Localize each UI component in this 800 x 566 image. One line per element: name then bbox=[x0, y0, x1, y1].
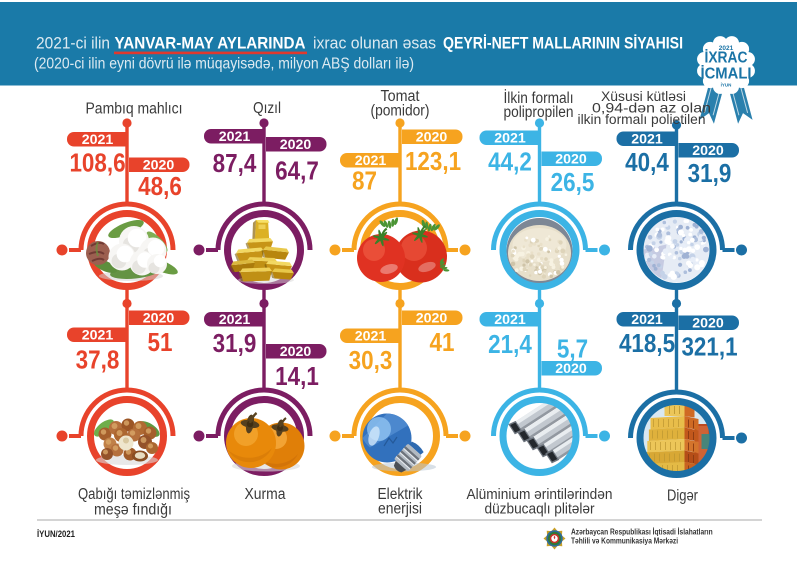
svg-text:2021: 2021 bbox=[494, 131, 526, 147]
svg-text:Digər: Digər bbox=[667, 488, 698, 505]
svg-text:İYUN/2021: İYUN/2021 bbox=[37, 529, 76, 540]
svg-text:87: 87 bbox=[352, 167, 377, 196]
svg-text:2021: 2021 bbox=[631, 132, 663, 148]
svg-text:87,4: 87,4 bbox=[213, 150, 257, 179]
svg-text:2020: 2020 bbox=[143, 158, 175, 174]
svg-text:2020: 2020 bbox=[143, 311, 175, 327]
svg-text:İXRAC: İXRAC bbox=[705, 50, 748, 67]
svg-text:Tomat: Tomat bbox=[381, 88, 421, 105]
svg-text:İlkin formalı: İlkin formalı bbox=[504, 89, 574, 107]
svg-text:2020: 2020 bbox=[555, 152, 587, 168]
svg-text:Pambıq mahlıcı: Pambıq mahlıcı bbox=[86, 101, 183, 118]
svg-text:meşə fındığı: meşə fındığı bbox=[94, 502, 172, 519]
svg-text:108,6: 108,6 bbox=[69, 149, 125, 178]
svg-text:Azərbaycan Respublikası İqtisa: Azərbaycan Respublikası İqtisadi İslahat… bbox=[571, 527, 713, 537]
svg-text:2020: 2020 bbox=[555, 361, 587, 377]
svg-text:Xurma: Xurma bbox=[245, 486, 286, 503]
svg-text:2021: 2021 bbox=[82, 328, 114, 344]
svg-text:Təhlili və Kommunikasiya Mərkə: Təhlili və Kommunikasiya Mərkəzi bbox=[571, 536, 678, 546]
svg-text:14,1: 14,1 bbox=[275, 363, 319, 392]
svg-text:2021: 2021 bbox=[82, 132, 114, 148]
svg-text:düzbucaqlı plitələr: düzbucaqlı plitələr bbox=[485, 501, 595, 518]
svg-text:2020: 2020 bbox=[692, 143, 724, 159]
svg-text:44,2: 44,2 bbox=[488, 148, 532, 177]
svg-text:QEYRİ-NEFT MALLARININ SİYAHISI: QEYRİ-NEFT MALLARININ SİYAHISI bbox=[443, 35, 683, 53]
svg-text:123,1: 123,1 bbox=[405, 148, 461, 177]
svg-text:YANVAR-MAY AYLARINDA: YANVAR-MAY AYLARINDA bbox=[115, 35, 306, 53]
svg-text:30,3: 30,3 bbox=[349, 347, 393, 376]
svg-text:(pomidor): (pomidor) bbox=[371, 103, 430, 120]
svg-text:Qızıl: Qızıl bbox=[253, 100, 281, 117]
svg-text:2021: 2021 bbox=[219, 312, 251, 328]
svg-text:2021: 2021 bbox=[631, 312, 663, 328]
svg-text:Qabığı təmizlənmiş: Qabığı təmizlənmiş bbox=[78, 486, 190, 503]
svg-text:321,1: 321,1 bbox=[681, 333, 737, 362]
svg-text:(2020-ci ilin eyni dövrü ilə m: (2020-ci ilin eyni dövrü ilə müqayisədə,… bbox=[34, 56, 414, 73]
svg-text:2021: 2021 bbox=[494, 312, 526, 328]
svg-text:2020: 2020 bbox=[280, 344, 312, 360]
svg-text:ilkin formalı polietilen: ilkin formalı polietilen bbox=[578, 111, 706, 127]
svg-text:51: 51 bbox=[148, 329, 173, 358]
svg-text:31,9: 31,9 bbox=[213, 330, 257, 359]
svg-text:418,5: 418,5 bbox=[619, 330, 675, 359]
svg-text:2021: 2021 bbox=[719, 45, 734, 52]
svg-text:2021-ci ilin: 2021-ci ilin bbox=[36, 35, 110, 53]
svg-text:37,8: 37,8 bbox=[76, 346, 120, 375]
svg-text:ixrac olunan əsas: ixrac olunan əsas bbox=[313, 35, 436, 53]
svg-text:2020: 2020 bbox=[280, 137, 312, 153]
svg-text:2021: 2021 bbox=[355, 329, 387, 345]
svg-text:Alüminium ərintilərindən: Alüminium ərintilərindən bbox=[467, 486, 613, 503]
svg-text:21,4: 21,4 bbox=[488, 331, 532, 360]
svg-text:0,94-dən az olan: 0,94-dən az olan bbox=[592, 100, 711, 116]
svg-text:enerjisi: enerjisi bbox=[378, 501, 422, 518]
svg-text:31,9: 31,9 bbox=[688, 160, 732, 189]
svg-text:64,7: 64,7 bbox=[275, 157, 319, 186]
svg-text:İCMALI: İCMALI bbox=[701, 66, 752, 83]
svg-text:40,4: 40,4 bbox=[625, 149, 669, 178]
svg-text:Elektrik: Elektrik bbox=[378, 486, 423, 503]
svg-text:İYUN: İYUN bbox=[721, 82, 732, 88]
svg-text:2021: 2021 bbox=[219, 129, 251, 145]
svg-text:polipropilen: polipropilen bbox=[504, 104, 574, 121]
svg-text:41: 41 bbox=[430, 329, 455, 358]
svg-text:2021: 2021 bbox=[355, 153, 387, 169]
svg-text:48,6: 48,6 bbox=[138, 173, 182, 202]
svg-text:2020: 2020 bbox=[692, 316, 724, 332]
svg-text:Xüsusi kütləsi: Xüsusi kütləsi bbox=[601, 88, 686, 104]
svg-text:2020: 2020 bbox=[416, 130, 448, 146]
svg-text:26,5: 26,5 bbox=[551, 169, 595, 198]
svg-text:2020: 2020 bbox=[416, 311, 448, 327]
svg-text:5,7: 5,7 bbox=[557, 335, 588, 364]
